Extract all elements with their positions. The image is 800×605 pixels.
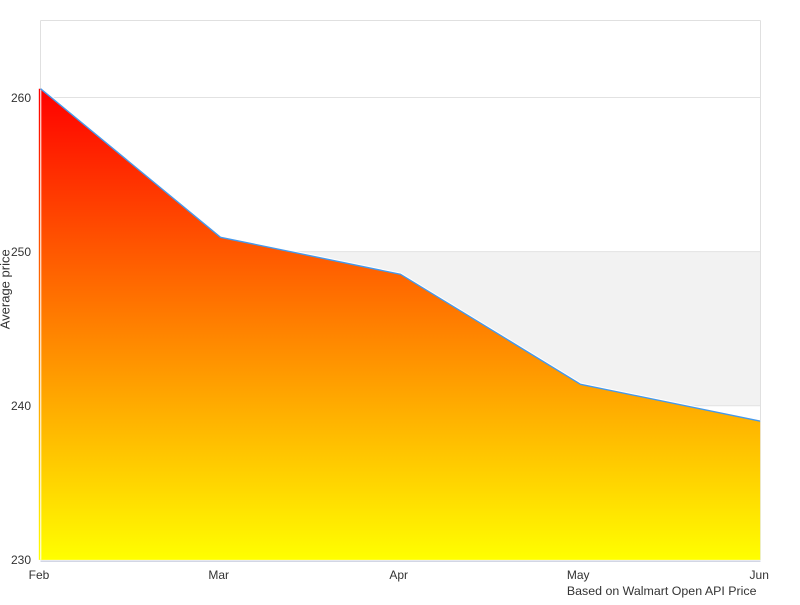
svg-text:Apr: Apr	[389, 568, 408, 582]
svg-text:Based on Walmart Open API Pric: Based on Walmart Open API Price	[567, 584, 757, 598]
svg-text:260: 260	[11, 91, 31, 105]
svg-text:240: 240	[11, 399, 31, 413]
svg-text:Average price: Average price	[0, 249, 13, 329]
svg-text:May: May	[567, 568, 590, 582]
svg-text:Mar: Mar	[208, 568, 229, 582]
svg-text:230: 230	[11, 553, 31, 567]
svg-text:250: 250	[11, 245, 31, 259]
svg-text:Jun: Jun	[750, 568, 769, 582]
svg-text:Feb: Feb	[29, 568, 50, 582]
